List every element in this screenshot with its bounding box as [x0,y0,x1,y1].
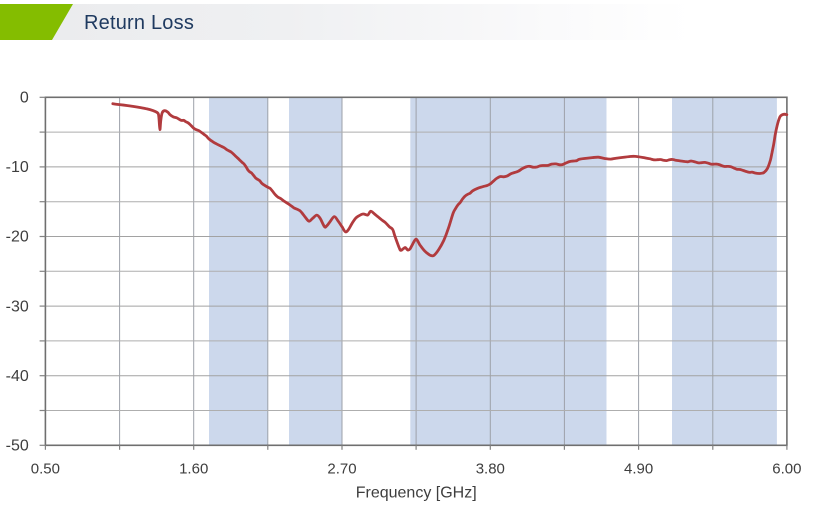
svg-text:0: 0 [20,90,29,107]
svg-text:6.00: 6.00 [772,461,801,478]
svg-text:0.50: 0.50 [31,461,60,478]
svg-text:-40: -40 [6,368,29,385]
svg-text:-50: -50 [6,438,29,455]
svg-text:1.60: 1.60 [179,461,208,478]
svg-text:3.80: 3.80 [476,461,505,478]
svg-text:2.70: 2.70 [327,461,356,478]
svg-text:4.90: 4.90 [624,461,653,478]
svg-text:-20: -20 [6,229,29,246]
svg-text:Frequency [GHz]: Frequency [GHz] [356,485,477,502]
svg-text:-30: -30 [6,298,29,315]
svg-text:-10: -10 [6,159,29,176]
